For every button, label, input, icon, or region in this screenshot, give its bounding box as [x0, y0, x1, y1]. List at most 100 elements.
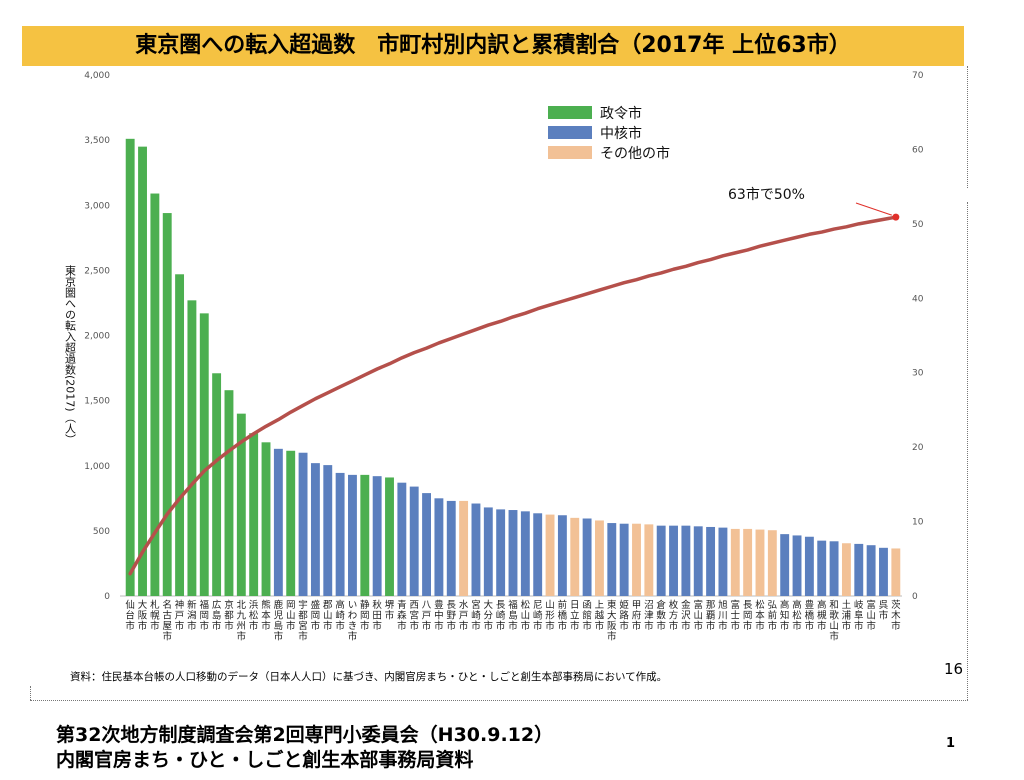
y-axis-label: 東京圏への転入超過数(2017)（人） [64, 265, 77, 445]
category-label: 上越市 [595, 600, 605, 632]
bar [866, 545, 876, 596]
annotation-label: 63市で50% [728, 186, 805, 203]
category-label: 郡山市 [323, 600, 333, 632]
category-label: 鹿児島市 [274, 599, 284, 643]
y2-tick-label: 10 [912, 518, 924, 528]
category-label: 名古屋市 [162, 599, 172, 643]
category-label: 宇都宮市 [298, 599, 308, 643]
category-label: 函館市 [582, 600, 592, 632]
y-tick-label: 3,500 [84, 136, 110, 146]
category-label: 静岡市 [360, 599, 370, 632]
bar [508, 510, 518, 596]
category-label: 浜松市 [249, 600, 259, 632]
y2-tick-label: 0 [912, 592, 918, 602]
category-label: 姫路市 [619, 599, 629, 632]
bar [409, 486, 419, 596]
bar [841, 543, 851, 596]
category-label: 大分市 [484, 599, 494, 632]
bar [385, 477, 394, 596]
category-label: 高知市 [780, 599, 790, 632]
bar [422, 493, 431, 596]
category-label: 広島市 [212, 599, 222, 632]
category-label: 熊本市 [261, 599, 271, 632]
category-label: 前橋市 [558, 599, 568, 632]
category-label: 茨木市 [891, 599, 901, 632]
category-label: 京都市 [224, 599, 234, 632]
annotation-leader-line [855, 202, 892, 216]
legend-swatch [548, 106, 592, 119]
category-label: 西宮市 [409, 600, 419, 632]
category-label: 八戸市 [422, 600, 432, 632]
category-label: 富士市 [731, 599, 741, 632]
category-label: 高松市 [792, 599, 802, 632]
bar [520, 511, 530, 596]
category-label: 長崎市 [496, 600, 506, 632]
y-tick-label: 1,000 [84, 462, 110, 472]
category-label: 甲府市 [632, 600, 642, 632]
bar [804, 536, 814, 596]
bar [348, 474, 357, 596]
category-label: 高崎市 [335, 599, 345, 632]
footer-meeting: 第32次地方制度調査会第2回専門小委員会（H30.9.12） [56, 724, 554, 746]
bar [236, 413, 246, 596]
bar [669, 525, 678, 596]
category-label: 呉市 [879, 600, 889, 622]
category-label: 松本市 [755, 599, 765, 632]
bar [718, 527, 728, 596]
category-label: 長岡市 [743, 600, 753, 632]
category-label: 和歌山市 [829, 600, 839, 643]
category-label: 東大阪市 [607, 599, 617, 643]
bar [767, 530, 777, 596]
bar [582, 518, 592, 596]
legend-label: その他の市 [600, 145, 670, 162]
category-label: 青森市 [397, 599, 407, 632]
bar [780, 534, 790, 596]
y2-tick-label: 20 [912, 443, 924, 453]
bar [891, 548, 901, 596]
bar [212, 373, 222, 596]
category-label: 尼崎市 [533, 600, 543, 632]
category-label: 大阪市 [138, 599, 148, 632]
category-label: 日立市 [570, 600, 580, 632]
category-label: いわき市 [348, 600, 358, 643]
y-tick-label: 1,500 [84, 397, 110, 407]
category-label: 北九州市 [237, 600, 247, 643]
bar [434, 498, 444, 596]
category-label: 新潟市 [187, 599, 197, 632]
page-number: 16 [944, 660, 964, 678]
bar [496, 509, 506, 596]
bar [261, 442, 271, 596]
bar [483, 507, 493, 596]
category-label: 神戸市 [175, 599, 185, 632]
y-tick-label: 4,000 [84, 71, 110, 81]
bar [681, 525, 691, 596]
category-label: 豊中市 [434, 599, 444, 632]
bar [829, 541, 839, 596]
category-label: 高槻市 [817, 599, 827, 632]
footer-office: 内閣官房まち・ひと・しごと創生本部事務局資料 [56, 749, 474, 771]
bar [249, 433, 259, 596]
bar [199, 313, 209, 596]
source-note: 資料：住民基本台帳の人口移動のデータ（日本人人口）に基づき、内閣官房まち・ひと・… [70, 671, 668, 683]
category-label: 富山市 [866, 599, 876, 632]
bar [743, 528, 753, 596]
category-label: 岡山市 [286, 600, 296, 632]
chart-title: 東京圏への転入超過数 市町村別内訳と累積割合（2017年 上位63市） [135, 33, 851, 58]
bar [125, 138, 135, 596]
category-label: 倉敷市 [656, 599, 666, 632]
bar [619, 523, 629, 596]
cumulative-line [128, 215, 898, 576]
category-label: 仙台市 [125, 599, 135, 632]
category-label: 金沢市 [681, 599, 691, 632]
bar [298, 452, 308, 596]
category-label: 枚方市 [669, 599, 679, 632]
y-tick-label: 2,500 [84, 266, 110, 276]
category-label: 秋田市 [372, 599, 382, 632]
legend-label: 政令市 [600, 105, 642, 122]
bar [706, 526, 716, 596]
bar [372, 476, 382, 596]
y-tick-label: 3,000 [84, 201, 110, 211]
y2-tick-label: 30 [912, 369, 924, 379]
bar [187, 300, 197, 596]
category-label: 山形市 [545, 600, 555, 632]
